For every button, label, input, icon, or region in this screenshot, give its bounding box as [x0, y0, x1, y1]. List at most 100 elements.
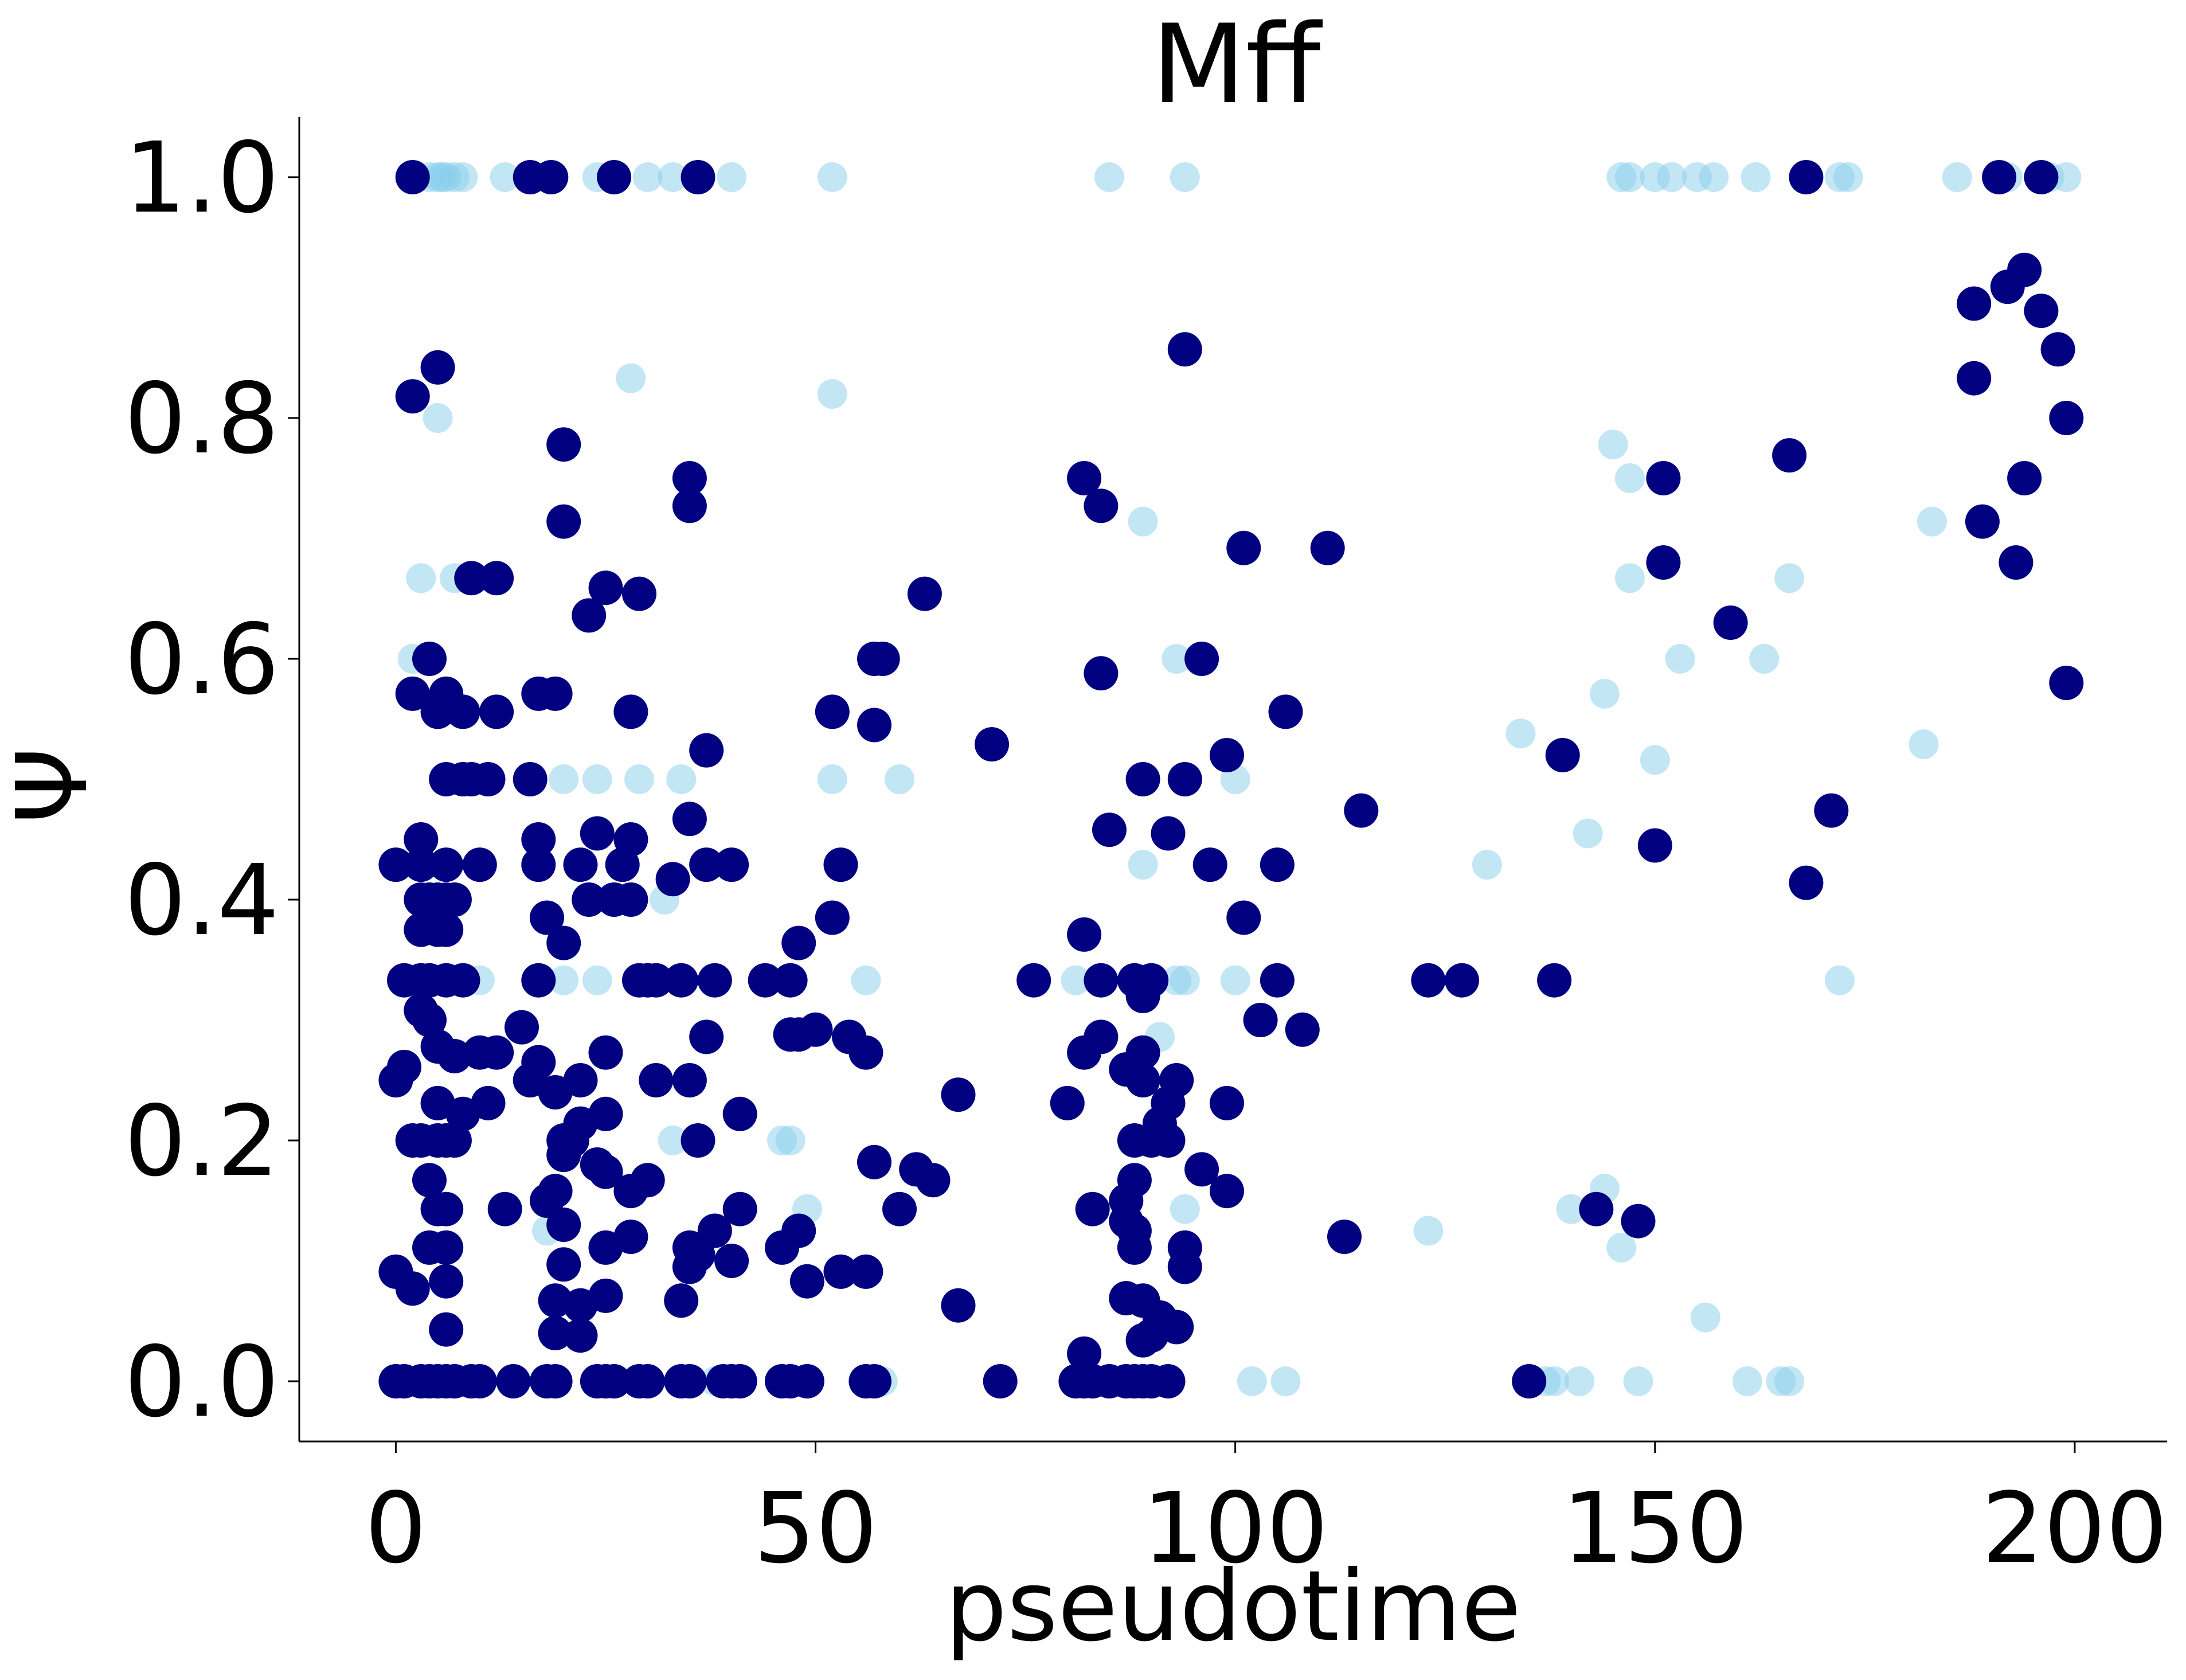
data-point-background-33	[1128, 506, 1158, 537]
data-point-highlighted-152	[378, 1063, 413, 1097]
data-point-highlighted-89	[655, 862, 690, 897]
data-point-highlighted-139	[689, 1019, 724, 1054]
data-point-background-40	[1162, 644, 1192, 674]
data-point-highlighted-59	[1545, 738, 1580, 772]
data-point-background-78	[1690, 1302, 1720, 1333]
data-point-highlighted-104	[429, 912, 464, 947]
data-point-highlighted-96	[572, 882, 607, 917]
data-point-highlighted-41	[865, 642, 900, 676]
data-point-highlighted-119	[748, 963, 783, 998]
data-point-background-13	[1094, 162, 1124, 192]
data-point-background-9	[632, 162, 663, 192]
data-point-highlighted-272	[857, 1364, 891, 1398]
data-point-highlighted-224	[1167, 1249, 1202, 1284]
data-point-highlighted-18	[546, 427, 581, 462]
x-tick-label-1: 50	[753, 1472, 877, 1585]
data-point-highlighted-2	[534, 160, 569, 194]
data-point-highlighted-71	[580, 816, 615, 851]
data-point-highlighted-100	[815, 900, 850, 935]
points-layer	[378, 160, 2084, 1398]
data-point-highlighted-193	[613, 1174, 648, 1209]
data-point-background-87	[1623, 1366, 1653, 1396]
data-point-highlighted-32	[454, 561, 489, 596]
y-tick-label-4: 0.8	[124, 362, 279, 476]
data-point-highlighted-30	[1646, 545, 1681, 580]
data-point-highlighted-217	[1117, 1230, 1152, 1265]
data-point-highlighted-50	[445, 694, 480, 729]
data-point-highlighted-133	[505, 1010, 539, 1045]
data-point-highlighted-42	[1184, 642, 1219, 676]
data-point-highlighted-105	[1067, 917, 1102, 952]
data-point-highlighted-220	[714, 1244, 749, 1278]
y-tick-label-1: 0.2	[124, 1085, 279, 1198]
data-point-highlighted-23	[2007, 461, 2042, 495]
data-point-highlighted-178	[681, 1123, 715, 1158]
data-point-highlighted-65	[1125, 762, 1160, 796]
data-point-background-21	[1741, 162, 1771, 192]
data-point-highlighted-67	[1344, 793, 1379, 828]
data-point-background-44	[1505, 718, 1536, 749]
data-point-highlighted-66	[1167, 762, 1202, 796]
data-point-background-55	[1128, 850, 1158, 880]
data-point-highlighted-106	[546, 925, 581, 960]
data-point-background-41	[1665, 644, 1695, 674]
data-point-background-61	[851, 965, 881, 995]
data-point-highlighted-194	[1210, 1174, 1244, 1209]
data-point-highlighted-10	[1957, 286, 1992, 321]
data-point-highlighted-281	[1151, 1364, 1186, 1398]
data-point-background-62	[1061, 965, 1091, 995]
data-point-background-60	[582, 965, 612, 995]
data-point-background-66	[1824, 965, 1855, 995]
data-point-highlighted-195	[530, 1183, 564, 1218]
data-point-highlighted-270	[789, 1364, 824, 1398]
data-point-highlighted-78	[404, 847, 439, 882]
data-point-background-65	[1220, 965, 1250, 995]
y-tick-label-5: 1.0	[124, 122, 279, 235]
data-point-background-50	[666, 764, 697, 794]
data-point-highlighted-160	[941, 1077, 976, 1112]
data-point-highlighted-84	[689, 847, 724, 882]
data-point-highlighted-37	[572, 598, 607, 633]
data-point-highlighted-212	[588, 1230, 623, 1265]
data-point-highlighted-11	[2024, 294, 2059, 329]
data-point-highlighted-132	[412, 1003, 447, 1037]
data-point-highlighted-68	[672, 802, 707, 837]
data-point-highlighted-166	[445, 1096, 480, 1131]
data-point-background-42	[1749, 644, 1780, 674]
data-point-highlighted-29	[1310, 530, 1345, 565]
y-tick-label-0: 0.0	[124, 1326, 279, 1439]
x-tick-label-3: 150	[1562, 1472, 1748, 1585]
data-point-background-72	[1556, 1194, 1586, 1224]
data-point-highlighted-15	[1957, 361, 1992, 396]
data-point-highlighted-135	[1285, 1012, 1320, 1047]
data-point-highlighted-137	[781, 1017, 816, 1052]
data-point-background-68	[658, 1126, 688, 1155]
data-point-highlighted-202	[1075, 1191, 1110, 1226]
data-point-background-16	[1614, 162, 1645, 192]
data-point-highlighted-98	[613, 882, 648, 917]
chart-title: Mff	[1152, 1, 1323, 128]
data-point-highlighted-239	[429, 1312, 464, 1347]
data-point-highlighted-241	[563, 1318, 598, 1353]
series-highlighted	[378, 160, 2084, 1398]
data-point-background-37	[1614, 563, 1645, 593]
data-point-highlighted-200	[722, 1191, 757, 1226]
data-point-highlighted-75	[521, 822, 556, 857]
y-tick-label-3: 0.6	[124, 603, 279, 717]
data-point-highlighted-162	[1210, 1085, 1244, 1120]
data-point-background-86	[1565, 1366, 1594, 1396]
data-point-highlighted-223	[848, 1254, 883, 1289]
data-point-background-70	[775, 1126, 805, 1155]
data-point-highlighted-85	[714, 847, 749, 882]
data-point-highlighted-255	[496, 1364, 531, 1398]
data-point-background-30	[423, 403, 453, 433]
data-point-highlighted-199	[487, 1191, 522, 1226]
data-point-highlighted-203	[1579, 1191, 1614, 1226]
data-point-highlighted-187	[588, 1154, 623, 1189]
x-tick-label-4: 200	[1982, 1472, 2168, 1585]
data-point-highlighted-25	[1084, 489, 1119, 523]
data-point-highlighted-36	[907, 576, 942, 611]
data-point-highlighted-262	[630, 1364, 665, 1398]
x-tick-label-2: 100	[1142, 1472, 1328, 1585]
data-point-background-54	[1573, 818, 1603, 849]
